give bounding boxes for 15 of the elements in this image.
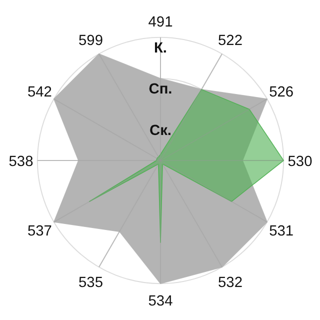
y-tick-label: Ск.	[150, 122, 172, 139]
y-tick-label: К.	[154, 40, 168, 57]
spoke-label: 522	[218, 33, 242, 50]
spoke-label: 534	[148, 293, 173, 310]
spoke-label: 538	[8, 154, 34, 170]
spoke-label: 535	[78, 274, 103, 291]
y-tick-label: Сп.	[148, 82, 172, 98]
spoke-label: 537	[27, 224, 52, 240]
spoke-label: 491	[148, 14, 173, 31]
spoke-label: 542	[27, 84, 52, 100]
spoke-label: 531	[269, 224, 294, 240]
spoke-label: 532	[218, 274, 242, 291]
spoke-label: 526	[269, 84, 294, 100]
spoke-label: 530	[288, 154, 312, 170]
spoke-label: 599	[78, 33, 103, 50]
